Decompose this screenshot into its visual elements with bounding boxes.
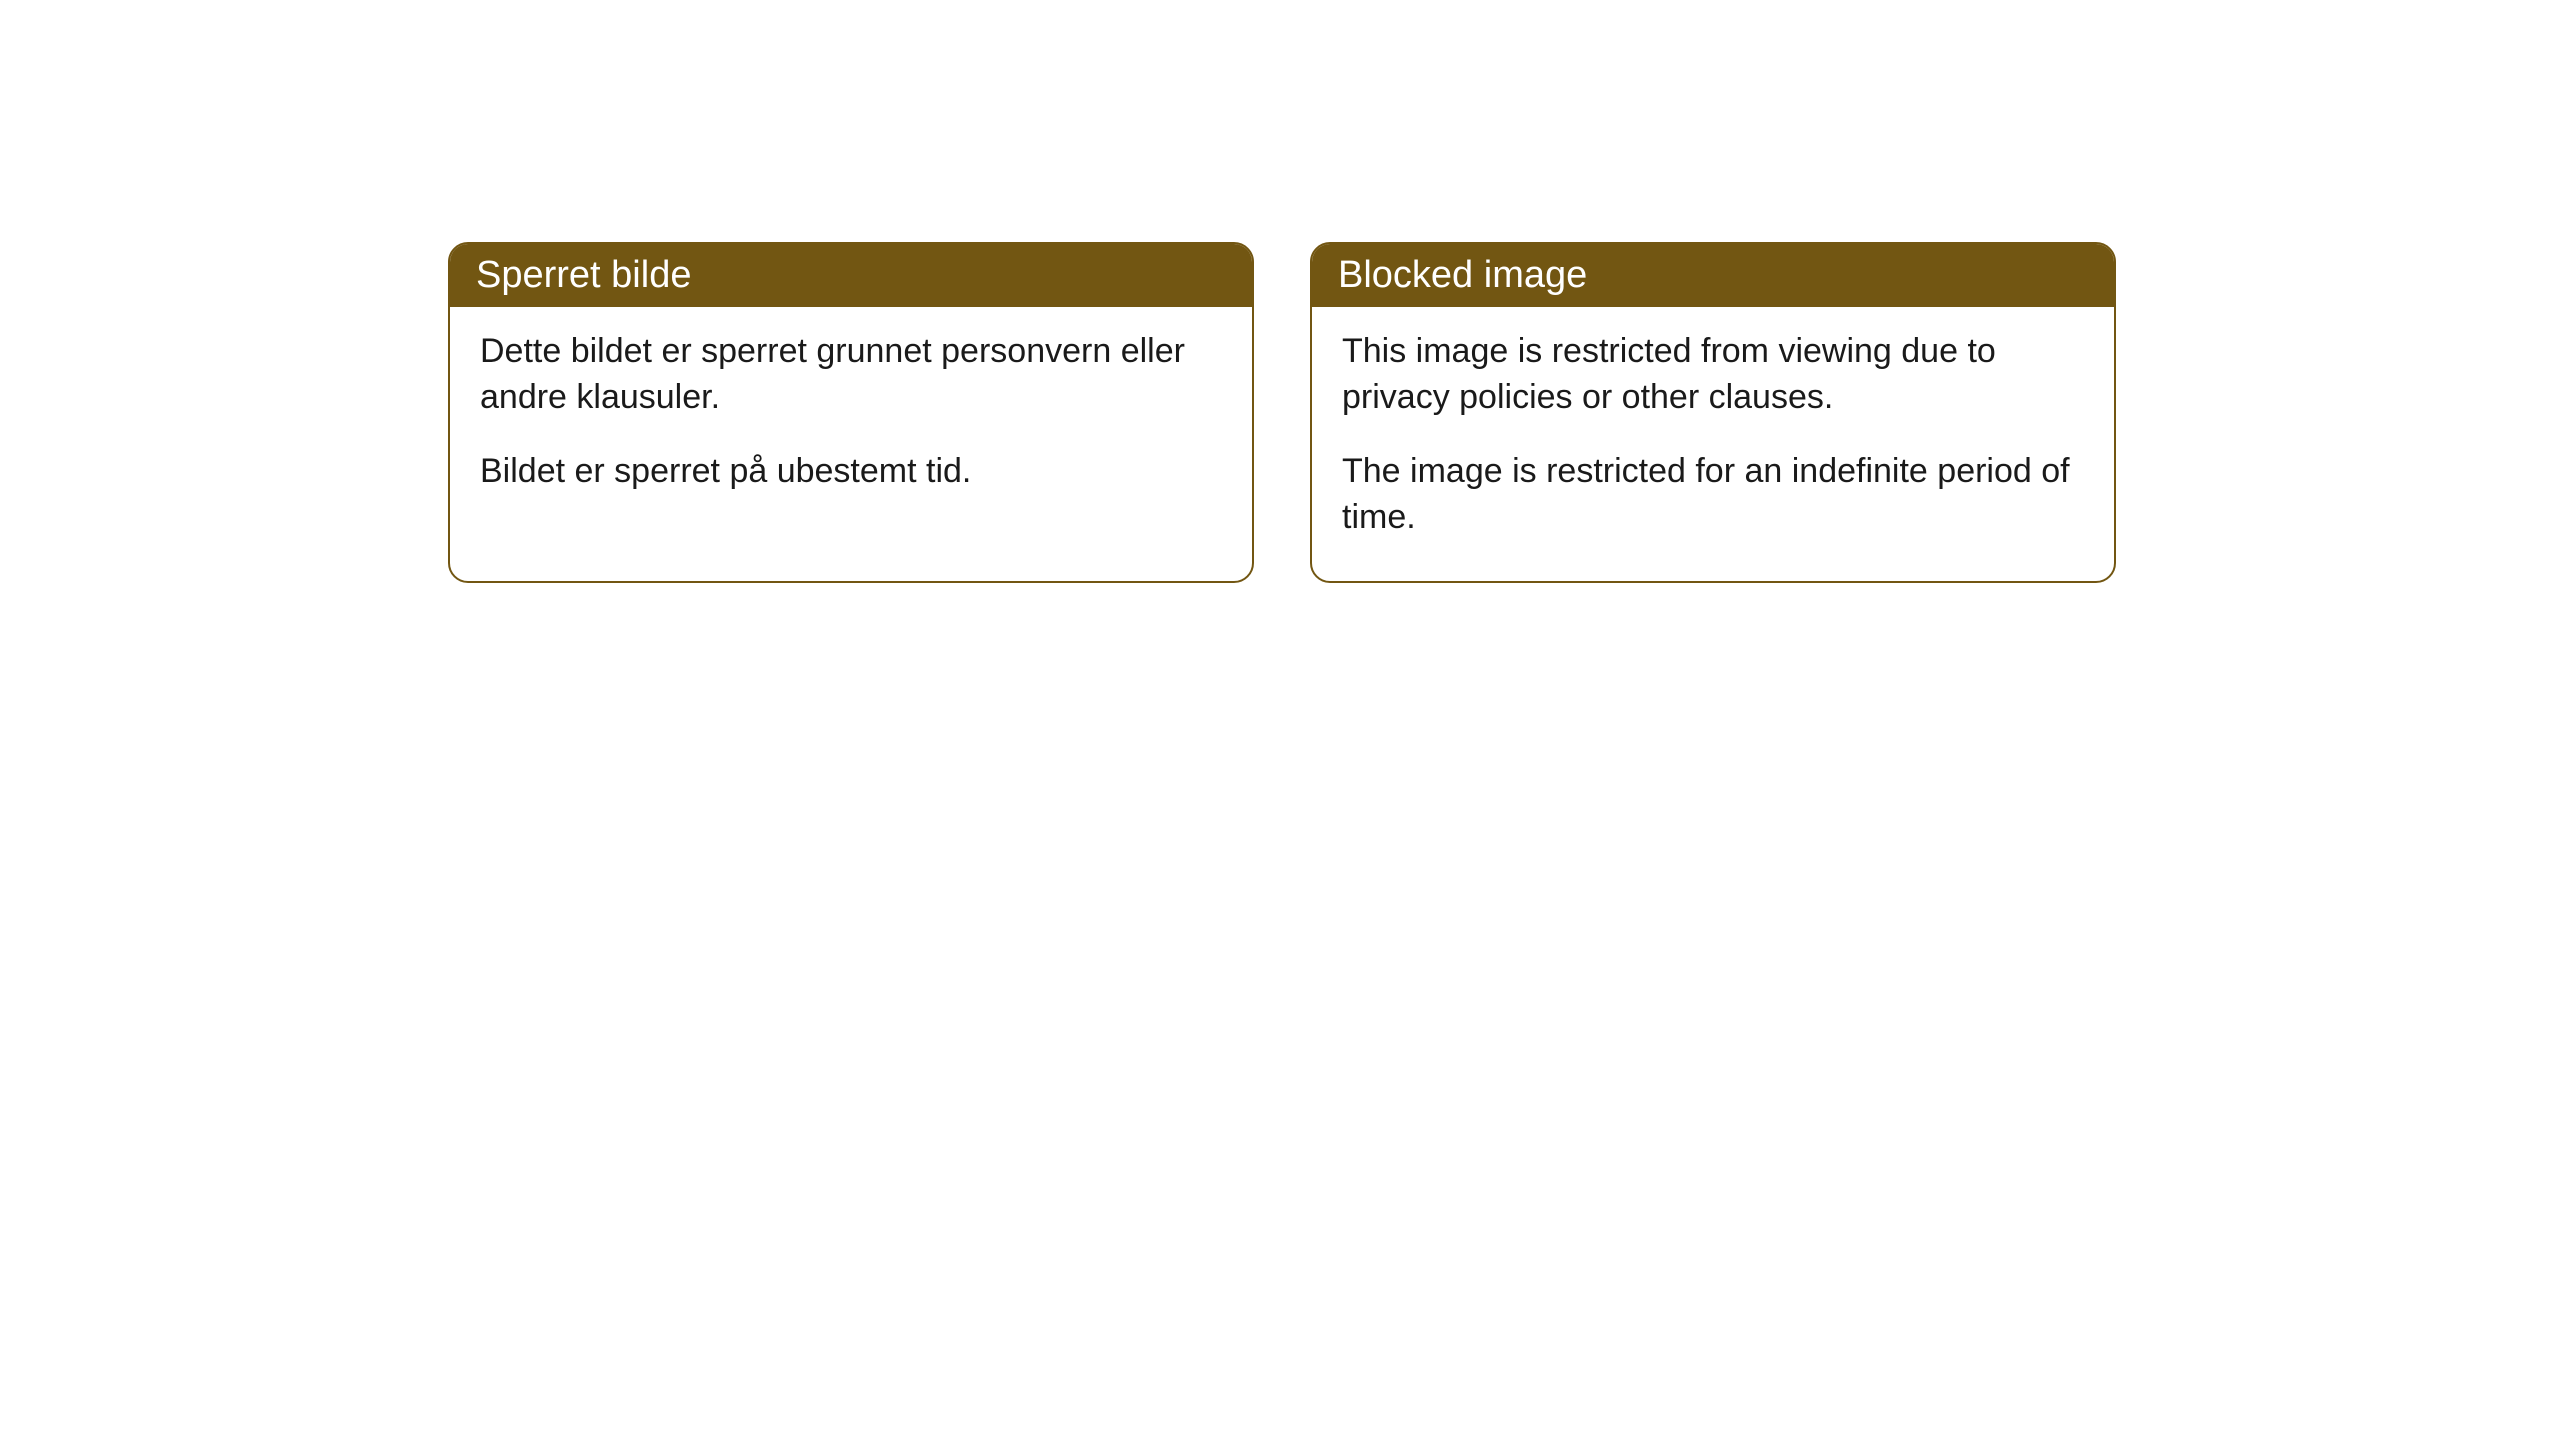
- card-text-line-2: The image is restricted for an indefinit…: [1342, 449, 2084, 541]
- notice-card-english: Blocked image This image is restricted f…: [1310, 242, 2116, 583]
- card-text-line-2: Bildet er sperret på ubestemt tid.: [480, 449, 1222, 495]
- card-header: Blocked image: [1312, 244, 2114, 307]
- notice-card-norwegian: Sperret bilde Dette bildet er sperret gr…: [448, 242, 1254, 583]
- card-header: Sperret bilde: [450, 244, 1252, 307]
- notice-cards-container: Sperret bilde Dette bildet er sperret gr…: [448, 242, 2116, 583]
- card-text-line-1: Dette bildet er sperret grunnet personve…: [480, 329, 1222, 421]
- card-body: Dette bildet er sperret grunnet personve…: [450, 307, 1252, 535]
- card-text-line-1: This image is restricted from viewing du…: [1342, 329, 2084, 421]
- card-body: This image is restricted from viewing du…: [1312, 307, 2114, 581]
